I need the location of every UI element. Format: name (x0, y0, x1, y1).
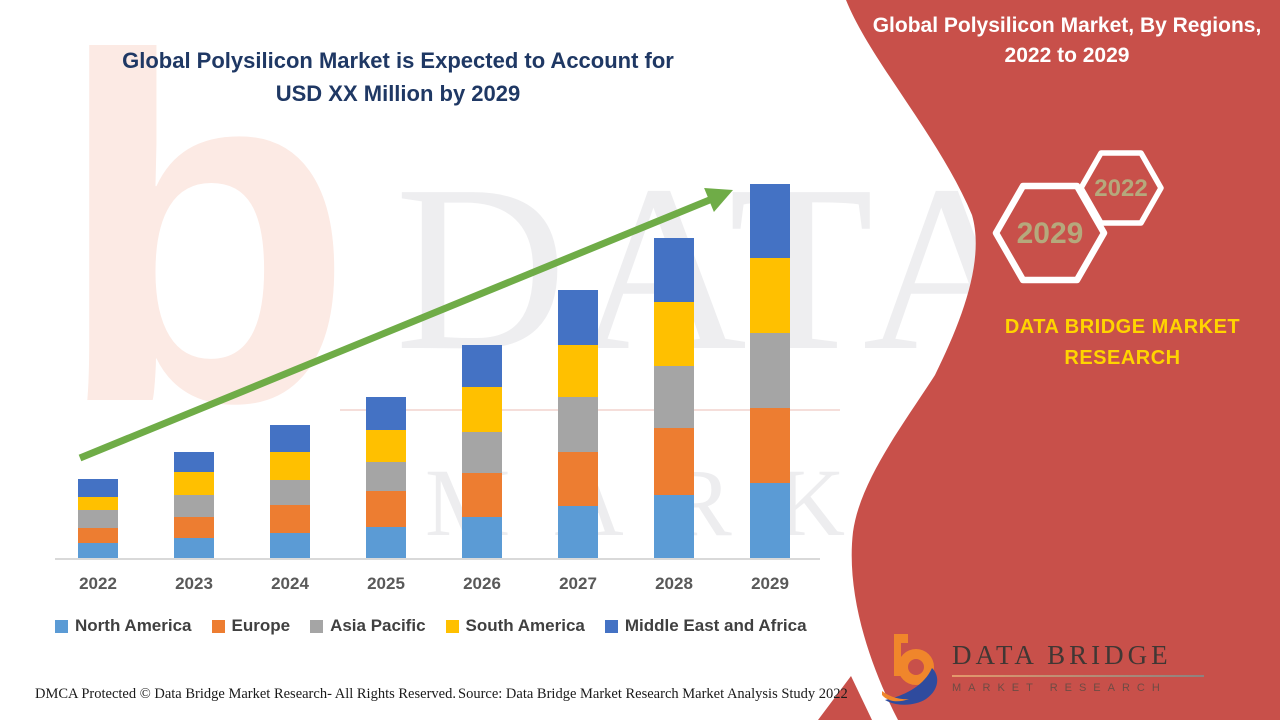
brand-name-line2: RESEARCH (1064, 347, 1181, 369)
logo-b-stem (894, 634, 908, 676)
chart-title-line2: USD XX Million by 2029 (275, 81, 521, 106)
hexagon-2022-label: 2022 (1094, 175, 1147, 202)
trend-arrow-head (704, 188, 733, 212)
legend-swatch (604, 619, 618, 633)
logo-swoosh-orange (882, 691, 909, 702)
source-note: Source: Data Bridge Market Research Mark… (458, 686, 848, 702)
bar-segment-europe (78, 528, 118, 543)
logo-b-bowl (898, 649, 934, 685)
bar-segment-south-america (366, 430, 406, 462)
legend-label: North America (75, 616, 192, 635)
red-wedge (818, 676, 872, 720)
x-axis-label: 2023 (175, 574, 213, 593)
brand-name: DATA BRIDGE MARKET RESEARCH (950, 312, 1280, 374)
legend: North America Europe Asia Pacific South Ame… (55, 616, 827, 636)
x-axis-label: 2028 (655, 574, 693, 593)
bar-segment-asia-pacific (78, 510, 118, 528)
trend-arrow-line (78, 195, 714, 462)
bar-segment-north-america (78, 543, 118, 559)
chart-title-line1: Global Polysilicon Market is Expected to… (122, 48, 674, 73)
legend-swatch (310, 619, 324, 633)
bar-segment-asia-pacific (558, 397, 598, 452)
legend-swatch (445, 619, 459, 633)
bar-segment-north-america (462, 517, 502, 559)
legend-swatch (211, 619, 225, 633)
databridge-logo: DATA BRIDGE MARKET RESEARCH (952, 640, 1204, 694)
hexagon-2029-label: 2029 (1017, 217, 1084, 250)
bar-segment-south-america (174, 472, 214, 495)
databridge-logo-icon (882, 634, 938, 705)
bar-segment-south-america (78, 497, 118, 510)
bar-segment-north-america (750, 483, 790, 559)
x-axis-label: 2022 (79, 574, 117, 593)
x-axis-label: 2026 (463, 574, 501, 593)
bar-segment-middle-east-and-africa (462, 345, 502, 387)
bar-segment-europe (750, 408, 790, 483)
bar-segment-middle-east-and-africa (558, 290, 598, 345)
legend-label: Asia Pacific (330, 616, 426, 635)
bar-segment-south-america (750, 258, 790, 333)
bar-segment-north-america (366, 527, 406, 559)
bar-segment-middle-east-and-africa (654, 238, 694, 302)
legend-item-asia-pacific: Asia Pacific (310, 616, 426, 636)
bar-segment-middle-east-and-africa (174, 452, 214, 472)
legend-label: Middle East and Africa (624, 616, 807, 635)
bar-segment-asia-pacific (750, 333, 790, 408)
bar-segment-middle-east-and-africa (270, 425, 310, 452)
bar-segment-south-america (654, 302, 694, 366)
bar-segment-europe (270, 505, 310, 533)
bar-segment-north-america (270, 533, 310, 559)
bar-segment-europe (654, 428, 694, 495)
bar-segment-asia-pacific (462, 432, 502, 473)
legend-item-south-america: South America (445, 616, 585, 636)
brand-name-line1: DATA BRIDGE MARKET (1004, 316, 1241, 338)
bar-segment-middle-east-and-africa (366, 397, 406, 430)
hexagon-2022 (1078, 150, 1164, 226)
bar-segment-north-america (174, 538, 214, 559)
legend-label: South America (465, 616, 585, 635)
logo-underline (952, 675, 1204, 677)
dmca-notice: DMCA Protected © Data Bridge Market Rese… (35, 686, 456, 702)
bar-segment-europe (174, 517, 214, 538)
bar-segment-north-america (654, 495, 694, 559)
x-axis-label: 2029 (751, 574, 789, 593)
bar-segment-south-america (462, 387, 502, 432)
legend-item-middle-east-and-africa: Middle East and Africa (604, 616, 807, 636)
chart-title: Global Polysilicon Market is Expected to… (28, 44, 768, 110)
legend-label: Europe (231, 616, 291, 635)
watermark-logo-letter: b (55, 0, 355, 504)
panel-title: Global Polysilicon Market, By Regions, 2… (854, 11, 1280, 71)
bar-segment-middle-east-and-africa (78, 479, 118, 497)
x-axis-line (55, 558, 820, 560)
bar-segment-asia-pacific (366, 462, 406, 491)
bar-segment-europe (558, 452, 598, 506)
legend-swatch (55, 619, 68, 633)
bar-segment-europe (462, 473, 502, 517)
bar-segment-north-america (558, 506, 598, 559)
x-axis-label: 2025 (367, 574, 405, 593)
bar-segment-europe (366, 491, 406, 527)
x-axis-label: 2024 (271, 574, 309, 593)
bar-segment-south-america (558, 345, 598, 397)
logo-tagline: MARKET RESEARCH (952, 682, 1167, 694)
legend-item-europe: Europe (211, 616, 291, 636)
bar-segment-asia-pacific (270, 480, 310, 505)
bar-segment-asia-pacific (654, 366, 694, 428)
bar-segment-south-america (270, 452, 310, 480)
bar-segment-middle-east-and-africa (750, 184, 790, 258)
legend-item-north-america: North America (55, 616, 192, 636)
red-panel-path (846, 0, 1280, 720)
logo-wordmark: DATA BRIDGE (952, 640, 1172, 670)
panel-title-line1: Global Polysilicon Market, By Regions, (872, 14, 1262, 37)
panel-title-line2: 2022 to 2029 (1004, 44, 1130, 67)
logo-swoosh-blue (885, 668, 938, 705)
x-axis-label: 2027 (559, 574, 597, 593)
bar-segment-asia-pacific (174, 495, 214, 517)
hexagon-2029 (992, 182, 1108, 284)
